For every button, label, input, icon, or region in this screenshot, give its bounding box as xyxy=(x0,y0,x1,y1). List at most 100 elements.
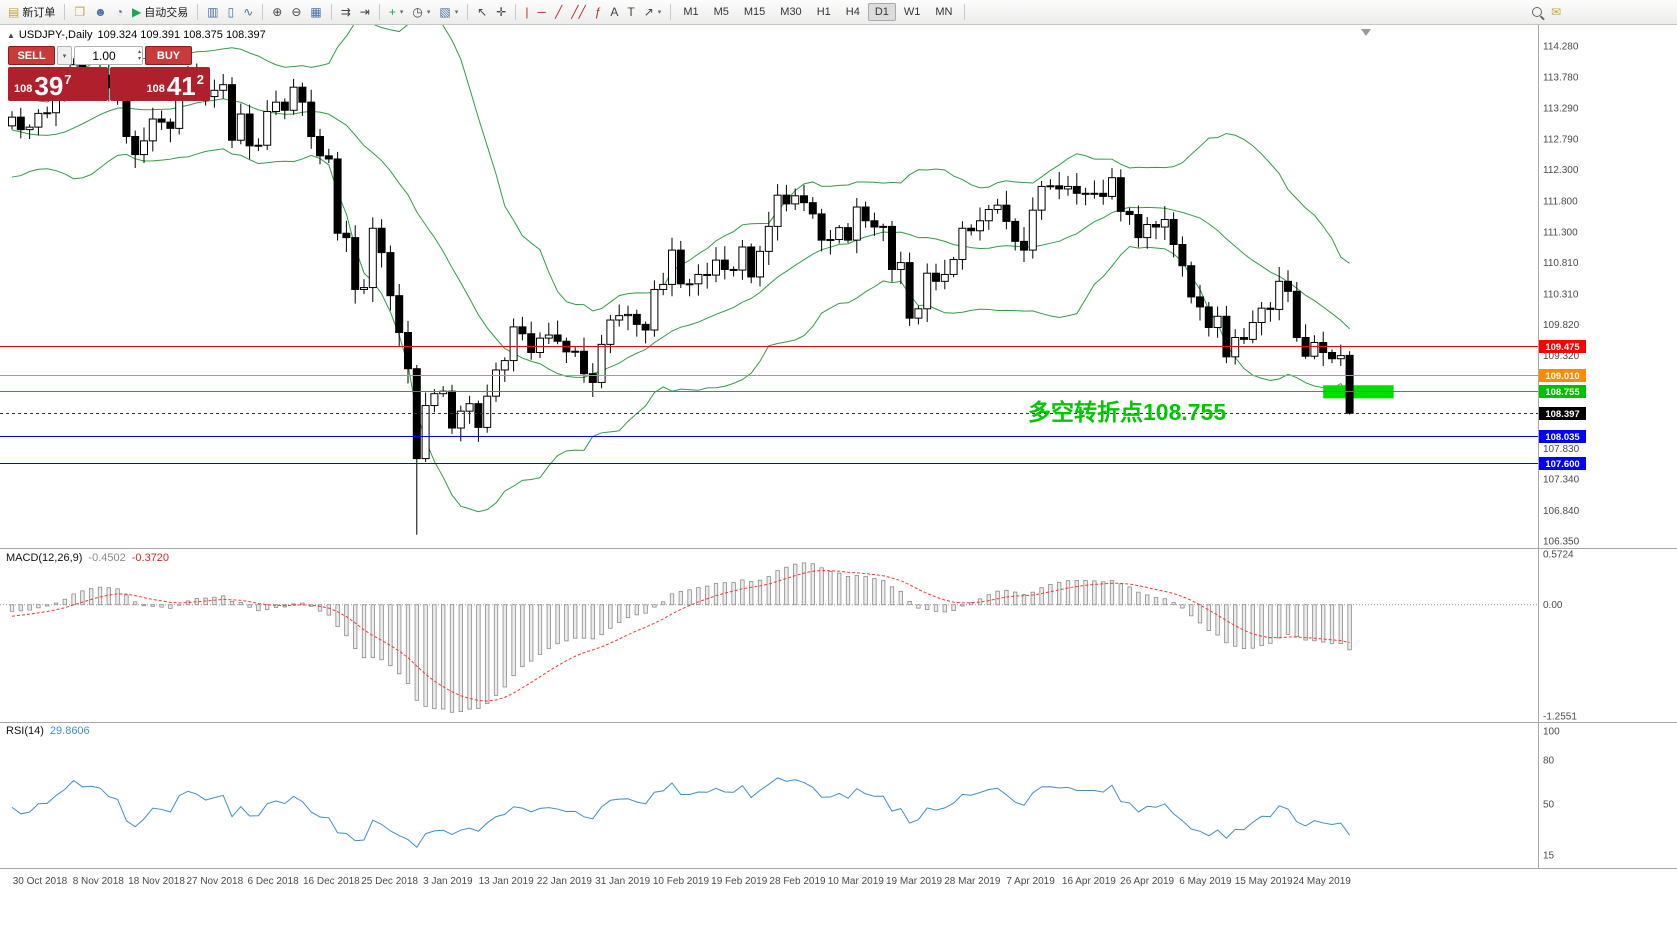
fibonacci-button[interactable]: ƒ xyxy=(591,2,606,23)
auto-scroll-button[interactable]: ⇉ xyxy=(337,2,355,23)
zoom-group: ⊕ ⊖ ▦ xyxy=(268,2,325,23)
spinner-up-icon[interactable]: ▴ xyxy=(137,48,141,55)
channel-icon: ╱╱ xyxy=(571,5,586,19)
buy-price-display[interactable]: 108 41 2 xyxy=(110,67,210,101)
vertical-line-icon: | xyxy=(525,5,529,19)
volume-spinner[interactable]: ▴ ▾ xyxy=(138,47,141,64)
svg-text:109.320: 109.320 xyxy=(1543,351,1580,362)
chat-button[interactable]: ✉ xyxy=(1547,2,1565,23)
svg-text:107.600: 107.600 xyxy=(1545,459,1579,470)
profiles-icon-icon: ☻ xyxy=(94,5,107,19)
crosshair-icon: ✛ xyxy=(496,5,507,19)
rsi-line xyxy=(11,777,1351,849)
tile-windows-button[interactable]: ▦ xyxy=(306,2,325,23)
sell-button[interactable]: SELL xyxy=(8,46,55,65)
new-chart-icon[interactable]: ❐ xyxy=(70,2,89,23)
svg-text:111.800: 111.800 xyxy=(1543,196,1578,207)
timeframe-m30-button[interactable]: M30 xyxy=(780,6,802,18)
timeframe-mn-button[interactable]: MN xyxy=(935,6,953,18)
cursor-icon: ↖ xyxy=(477,5,488,19)
volume-input[interactable] xyxy=(75,47,133,65)
autotrading-icon: ▶ xyxy=(132,5,142,19)
timeframe-m15-button[interactable]: M15 xyxy=(743,6,766,18)
chevron-down-icon: ▾ xyxy=(454,9,459,16)
indicators-button[interactable]: + ▾ xyxy=(385,2,408,23)
timeframe-w1-button[interactable]: W1 xyxy=(903,6,921,18)
chart-window[interactable]: 114.280 113.780 113.290 112.790 112.300 111.8… xyxy=(0,25,1677,951)
history-center-icon[interactable]: ◔ xyxy=(112,2,127,23)
periods-icon: ◷ xyxy=(412,5,423,19)
price-axis: 114.280 113.780 113.290 112.790 112.300 111.8… xyxy=(1543,41,1580,547)
panel-separators xyxy=(0,25,1677,869)
templates-button[interactable]: ▧ ▾ xyxy=(435,2,462,23)
svg-text:19 Feb 2019: 19 Feb 2019 xyxy=(711,876,768,887)
crosshair-button[interactable]: ✛ xyxy=(492,2,510,23)
price-level-lines[interactable]: 109.475 109.010 108.755 108.035 107.600 xyxy=(0,340,1586,470)
timeframe-d1-button[interactable]: D1 xyxy=(867,3,896,21)
auto-scroll-icon: ⇉ xyxy=(340,5,351,19)
order-group: ▤ 新订单 xyxy=(4,2,59,23)
history-center-icon-icon: ◔ xyxy=(115,5,123,19)
svg-text:111.300: 111.300 xyxy=(1543,228,1578,239)
label-button[interactable]: T xyxy=(623,2,638,23)
chart-shift-icon: ⇥ xyxy=(359,5,370,19)
svg-text:10 Feb 2019: 10 Feb 2019 xyxy=(653,876,710,887)
toolbar-separator xyxy=(330,4,332,20)
chart-ohlc-header: ▲ USDJPY-,Daily 109.324 109.391 108.375 10… xyxy=(7,29,266,41)
timeframe-h4-button[interactable]: H4 xyxy=(845,6,860,18)
macd-main-value: -0.4502 xyxy=(88,552,126,564)
text-icon: A xyxy=(610,5,619,19)
vertical-line-button[interactable]: | xyxy=(521,2,532,23)
candlestick-chart-button[interactable]: ▯ xyxy=(224,2,239,23)
svg-text:110.310: 110.310 xyxy=(1543,289,1579,300)
toolbar-separator xyxy=(378,4,380,20)
volume-field: ▴▾ xyxy=(74,46,143,65)
collapse-panel-icon[interactable]: ▲ xyxy=(7,31,15,40)
svg-text:18 Nov 2018: 18 Nov 2018 xyxy=(128,876,185,887)
rsi-header: RSI(14) 29.8606 xyxy=(6,725,90,737)
candlestick-chart-icon: ▯ xyxy=(227,5,235,19)
spinner-down-icon[interactable]: ▾ xyxy=(137,55,141,62)
svg-text:28 Feb 2019: 28 Feb 2019 xyxy=(769,876,826,887)
svg-text:19 Mar 2019: 19 Mar 2019 xyxy=(886,876,943,887)
text-button[interactable]: A xyxy=(606,2,622,23)
svg-text:8 Nov 2018: 8 Nov 2018 xyxy=(73,876,125,887)
svg-text:113.290: 113.290 xyxy=(1543,103,1579,114)
order-type-dropdown[interactable]: ▾ xyxy=(57,46,72,65)
timeframe-m1-button[interactable]: M1 xyxy=(683,6,699,18)
bar-chart-button[interactable]: ▥ xyxy=(203,2,222,23)
timeframe-m5-button[interactable]: M5 xyxy=(713,6,729,18)
profiles-icon[interactable]: ☻ xyxy=(90,2,111,23)
shapes-button[interactable]: ↗ ▾ xyxy=(640,2,666,23)
line-chart-button[interactable]: ∿ xyxy=(239,2,257,23)
macd-scale-label: 0.00 xyxy=(1543,600,1563,611)
chart-shift-marker[interactable] xyxy=(1361,29,1371,36)
objects-group: | ─ ╱ ╱╱ ƒ A T ↗ ▾ xyxy=(521,2,665,23)
chevron-down-icon: ▾ xyxy=(657,9,662,16)
price-chart[interactable]: 114.280 113.780 113.290 112.790 112.300 111.8… xyxy=(0,25,1677,951)
new-order-button[interactable]: ▤ 新订单 xyxy=(4,2,59,23)
panels-group: ❐ ☻ ◔ ▶ 自动交易 xyxy=(70,2,192,23)
toolbar-separator xyxy=(964,4,966,20)
trendline-button[interactable]: ╱ xyxy=(551,2,566,23)
periods-button[interactable]: ◷ ▾ xyxy=(408,2,434,23)
timeframe-h1-button[interactable]: H1 xyxy=(816,6,831,18)
zoom-out-button[interactable]: ⊖ xyxy=(287,2,305,23)
zoom-in-button[interactable]: ⊕ xyxy=(268,2,286,23)
sell-price-prefix: 108 xyxy=(14,83,33,95)
search-button[interactable] xyxy=(1528,2,1546,23)
horizontal-line-button[interactable]: ─ xyxy=(533,2,550,23)
svg-text:114.280: 114.280 xyxy=(1543,41,1579,52)
cursor-button[interactable]: ↖ xyxy=(473,2,491,23)
new-chart-icon-icon: ❐ xyxy=(74,5,86,19)
macd-histogram xyxy=(9,562,1352,713)
autotrading-button[interactable]: ▶ 自动交易 xyxy=(128,2,192,23)
sell-price-display[interactable]: 108 39 7 xyxy=(8,67,108,101)
buy-button[interactable]: BUY xyxy=(145,46,192,65)
zoom-in-icon: ⊕ xyxy=(272,5,283,19)
current-price-line: 108.397 xyxy=(0,407,1586,420)
chart-shift-button[interactable]: ⇥ xyxy=(356,2,374,23)
rsi-scale-label: 50 xyxy=(1543,799,1555,810)
sell-price-big: 39 xyxy=(34,71,64,101)
channel-button[interactable]: ╱╱ xyxy=(567,2,589,23)
